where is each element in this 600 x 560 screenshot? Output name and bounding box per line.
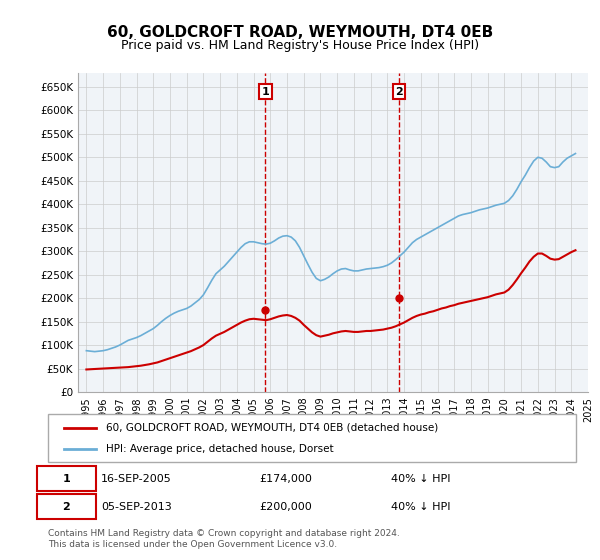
FancyBboxPatch shape [37, 466, 95, 491]
Text: 1: 1 [262, 87, 269, 96]
Text: 60, GOLDCROFT ROAD, WEYMOUTH, DT4 0EB: 60, GOLDCROFT ROAD, WEYMOUTH, DT4 0EB [107, 25, 493, 40]
Text: £174,000: £174,000 [259, 474, 312, 484]
Text: 60, GOLDCROFT ROAD, WEYMOUTH, DT4 0EB (detached house): 60, GOLDCROFT ROAD, WEYMOUTH, DT4 0EB (d… [106, 423, 439, 433]
Text: Contains HM Land Registry data © Crown copyright and database right 2024.
This d: Contains HM Land Registry data © Crown c… [48, 529, 400, 549]
Text: 2: 2 [62, 502, 70, 512]
FancyBboxPatch shape [48, 414, 576, 462]
FancyBboxPatch shape [37, 494, 95, 519]
Text: 40% ↓ HPI: 40% ↓ HPI [391, 502, 451, 512]
Text: 40% ↓ HPI: 40% ↓ HPI [391, 474, 451, 484]
Text: 1: 1 [62, 474, 70, 484]
Text: Price paid vs. HM Land Registry's House Price Index (HPI): Price paid vs. HM Land Registry's House … [121, 39, 479, 52]
Text: HPI: Average price, detached house, Dorset: HPI: Average price, detached house, Dors… [106, 444, 334, 454]
Text: 16-SEP-2005: 16-SEP-2005 [101, 474, 172, 484]
Text: 2: 2 [395, 87, 403, 96]
Text: 05-SEP-2013: 05-SEP-2013 [101, 502, 172, 512]
Text: £200,000: £200,000 [259, 502, 312, 512]
